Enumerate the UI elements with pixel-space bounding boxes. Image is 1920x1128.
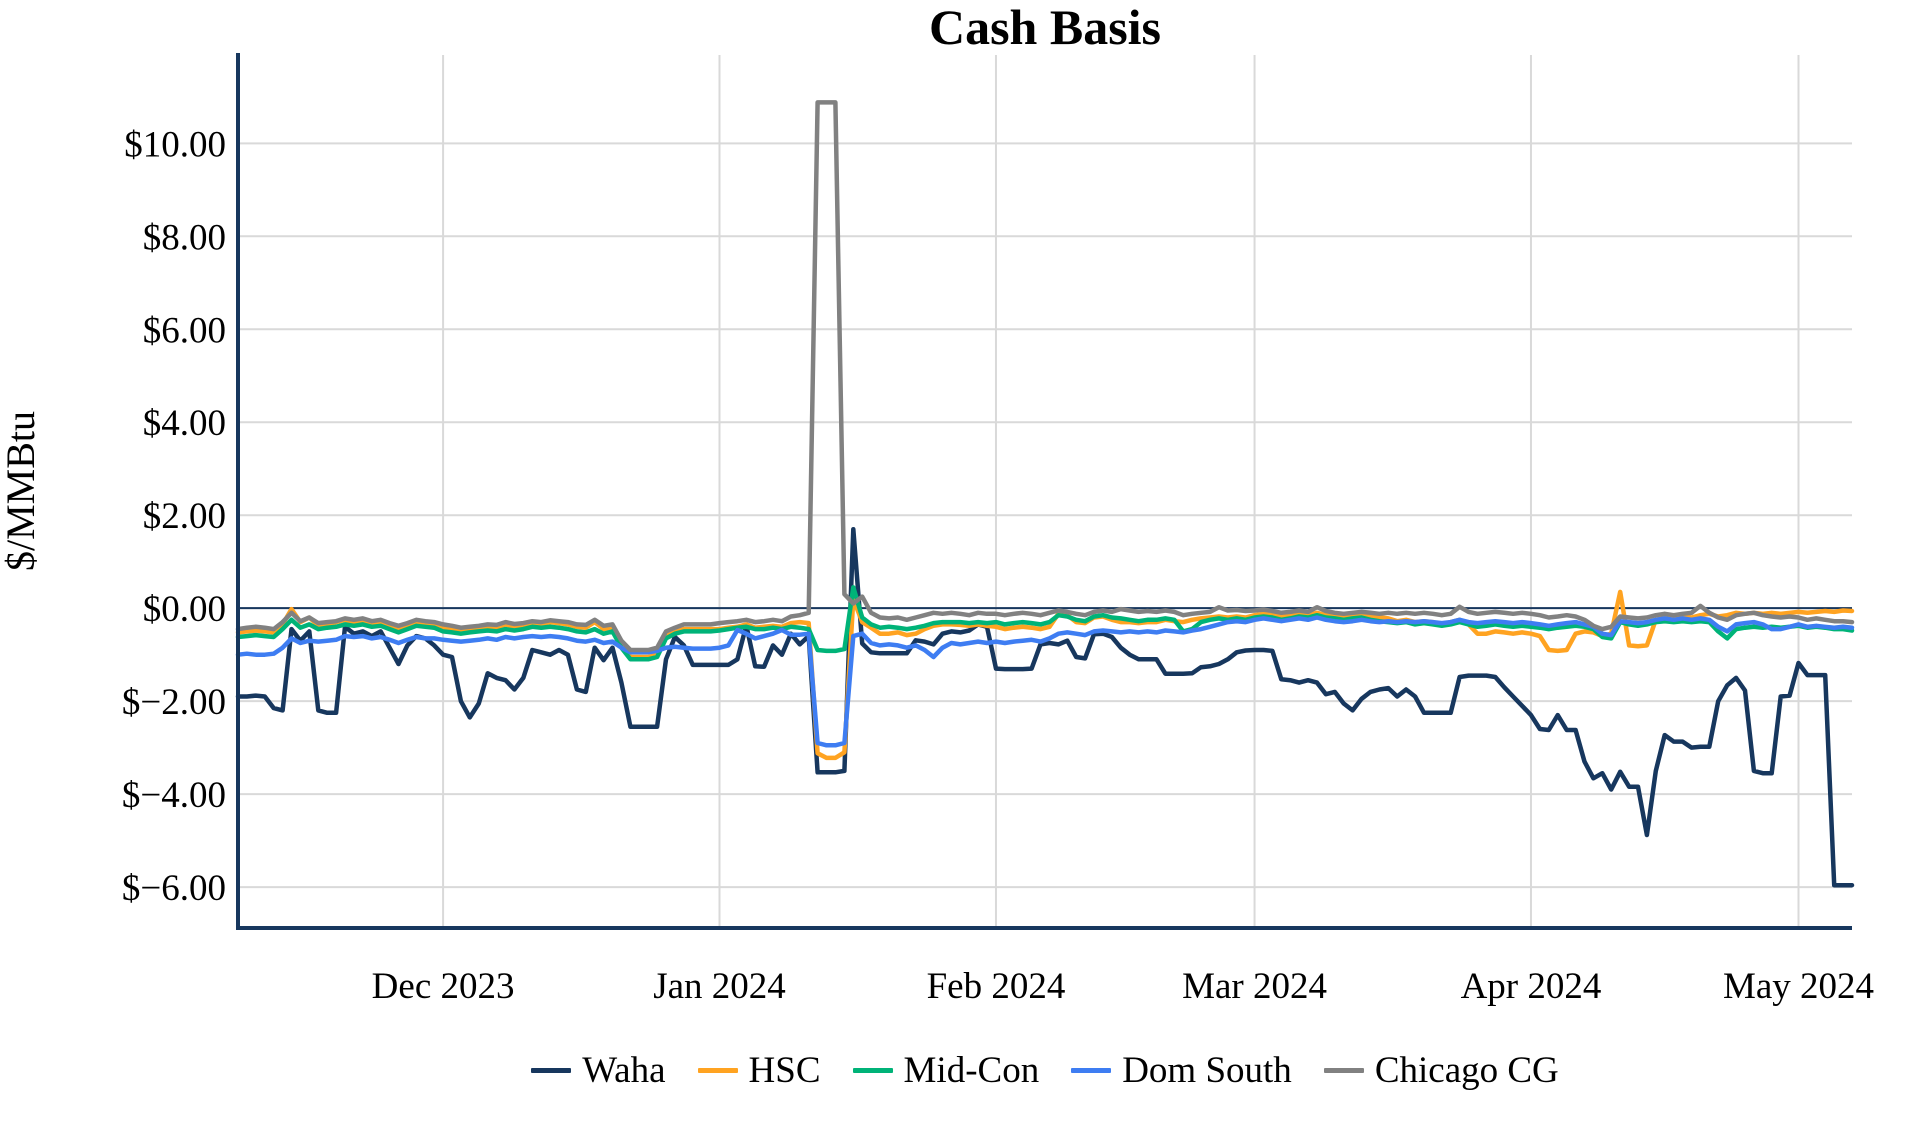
series-lines bbox=[235, 100, 1855, 888]
chart-legend: Waha HSC Mid-Con Dom South Chicago CG bbox=[238, 1040, 1852, 1100]
tick-labels: $10.00 $8.00 $6.00 $4.00 $2.00 $0.00 $−2.00 $−4… bbox=[122, 124, 1874, 1007]
chart-title: Cash Basis bbox=[929, 0, 1161, 55]
x-tick-label: Dec 2023 bbox=[372, 966, 515, 1007]
legend-item-hsc: HSC bbox=[697, 1049, 821, 1091]
legend-swatch-icon bbox=[697, 1067, 738, 1073]
y-tick-label: $4.00 bbox=[143, 403, 226, 444]
y-tick-label: $10.00 bbox=[124, 124, 226, 165]
axes bbox=[236, 53, 1852, 930]
x-tick-label: Feb 2024 bbox=[927, 966, 1066, 1007]
legend-label: Chicago CG bbox=[1374, 1049, 1559, 1091]
x-tick-label: Jan 2024 bbox=[653, 966, 786, 1007]
legend-label: Dom South bbox=[1122, 1049, 1292, 1091]
y-tick-label: $−2.00 bbox=[122, 682, 226, 723]
legend-item-mid-con: Mid-Con bbox=[852, 1049, 1040, 1091]
gridlines bbox=[238, 55, 1852, 928]
legend-item-chicago-cg: Chicago CG bbox=[1323, 1049, 1559, 1091]
legend-item-waha: Waha bbox=[531, 1049, 666, 1091]
x-tick-label: Apr 2024 bbox=[1461, 966, 1602, 1007]
series-line-chicago-cg bbox=[235, 100, 1855, 653]
y-tick-label: $8.00 bbox=[143, 217, 226, 258]
legend-label: HSC bbox=[748, 1049, 821, 1091]
y-tick-label: $2.00 bbox=[143, 496, 226, 537]
series-line-hsc bbox=[235, 589, 1855, 761]
y-axis-label: $/MMBtu bbox=[0, 411, 43, 571]
series-line-mid-con bbox=[235, 585, 1855, 662]
y-tick-label: $−4.00 bbox=[122, 775, 226, 816]
x-tick-label: Mar 2024 bbox=[1182, 966, 1327, 1007]
legend-label: Waha bbox=[582, 1049, 666, 1091]
legend-swatch-icon bbox=[1323, 1067, 1364, 1073]
legend-swatch-icon bbox=[852, 1067, 893, 1073]
legend-swatch-icon bbox=[531, 1067, 572, 1073]
legend-label: Mid-Con bbox=[903, 1049, 1040, 1091]
legend-item-dom-south: Dom South bbox=[1071, 1052, 1292, 1089]
x-tick-label: May 2024 bbox=[1723, 966, 1874, 1007]
legend-swatch-icon bbox=[1071, 1067, 1112, 1073]
series-line-dom-south bbox=[235, 615, 1855, 748]
series-line-waha bbox=[235, 526, 1855, 888]
y-tick-label: $0.00 bbox=[143, 589, 226, 630]
y-tick-label: $6.00 bbox=[143, 310, 226, 351]
y-tick-label: $−6.00 bbox=[122, 868, 226, 909]
